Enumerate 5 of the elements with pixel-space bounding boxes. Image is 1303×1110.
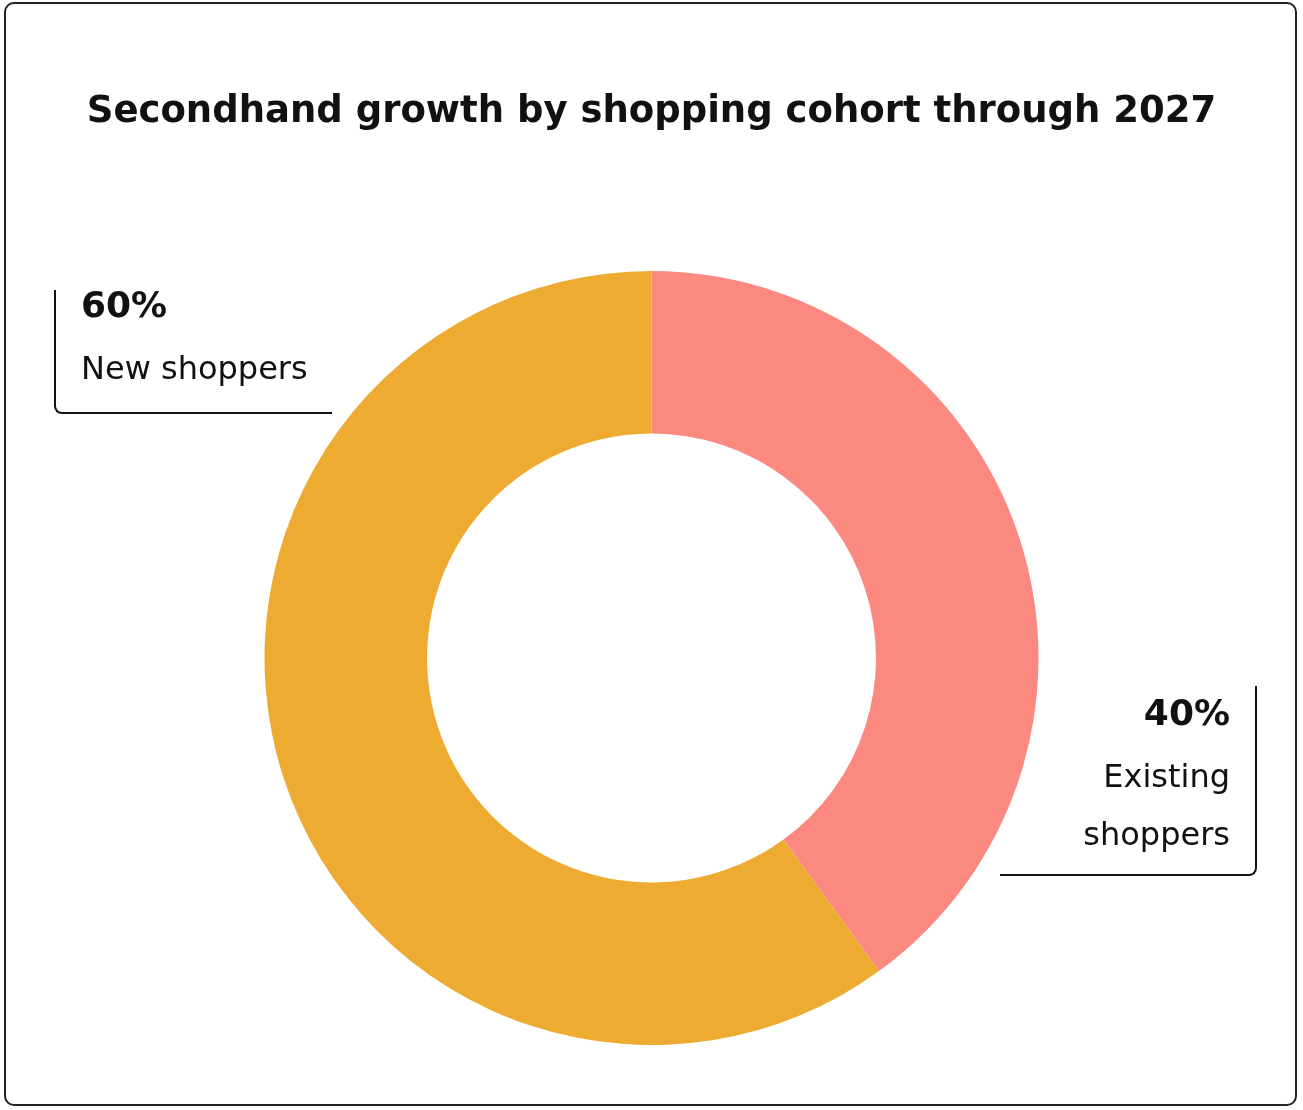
data-label: 40% — [1142, 692, 1230, 733]
chart-title: Secondhand growth by shopping cohort through 2027 — [85, 88, 1218, 131]
slice-label: New shoppers — [81, 348, 309, 389]
data-label: 60% — [81, 284, 169, 325]
slice-label: Existing shoppers — [1082, 756, 1230, 855]
